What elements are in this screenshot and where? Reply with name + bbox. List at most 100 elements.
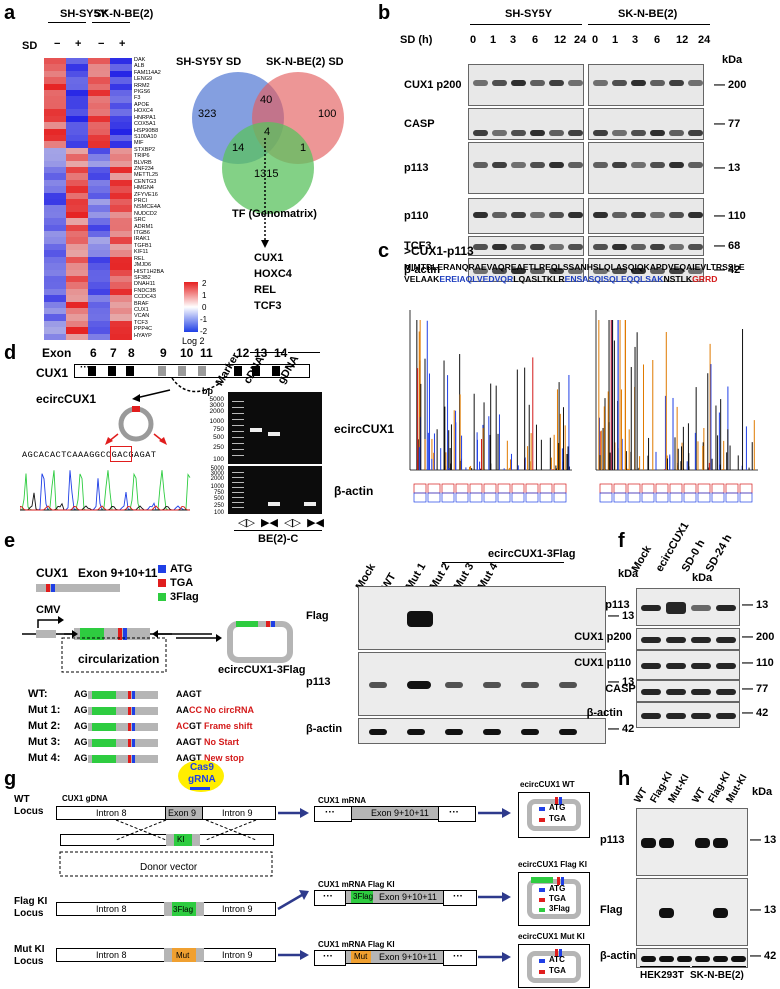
band [549, 80, 564, 86]
blot-strip [358, 652, 606, 716]
heatmap-cell [88, 327, 110, 335]
gene-name: JMJD6 [134, 262, 152, 269]
kda-label: kDa [752, 786, 773, 798]
junction-box [110, 446, 132, 462]
lane-label: SD-24 h [703, 532, 735, 574]
mw-label: — 13 [750, 904, 777, 916]
timepoint: 1 [490, 34, 497, 46]
band [666, 663, 686, 669]
row-label: β-actin [600, 950, 637, 962]
band [530, 80, 545, 86]
band [530, 268, 545, 274]
band [511, 212, 526, 218]
row-label: p110 [404, 210, 429, 222]
heatmap-cell [66, 269, 88, 277]
panel-label-a: a [4, 2, 16, 24]
gene-name: HYAYP [134, 332, 152, 339]
gene-name: NSMCE4A [134, 204, 161, 211]
variant-right: AACC [176, 705, 202, 715]
cell-line-skn: SK-N-BE(2) [94, 8, 154, 20]
cell-skn: SK-N-BE(2) [690, 970, 744, 981]
heatmap-cell [88, 282, 110, 290]
exon-block [252, 366, 260, 376]
variant-name: Mut 4: [28, 752, 61, 764]
ladder-value: 750 [213, 426, 224, 433]
band [549, 244, 564, 250]
band [641, 663, 661, 669]
band [492, 268, 507, 274]
band [650, 268, 665, 274]
sd-minus-1: − [54, 38, 61, 50]
seq-title: >CUX1-p113 [404, 244, 474, 258]
venn-count: 1 [300, 142, 307, 154]
exon-block [88, 366, 96, 376]
band [473, 130, 488, 136]
heatmap-cell [44, 122, 66, 129]
mut-box [172, 948, 196, 962]
mw-label: — 110 [714, 210, 746, 222]
heatmap-cell [110, 231, 132, 238]
heatmap-cell [88, 141, 110, 149]
dots: ··· [286, 362, 296, 373]
band [641, 605, 661, 611]
heatmap-cell [110, 147, 132, 155]
gene-name: HSP90B8 [134, 127, 159, 134]
band [473, 212, 488, 218]
heatmap-cell [66, 77, 88, 85]
heatmap-cell [88, 179, 110, 187]
gene-name: COX5A1 [134, 121, 156, 128]
heatmap-cell [66, 307, 88, 315]
group-shsy5y: SH-SY5Y [505, 8, 553, 20]
heatmap-cell [88, 307, 110, 315]
heatmap-cell [88, 314, 110, 322]
row-label: TCF3 [404, 240, 432, 252]
row-label: β-actin [586, 707, 623, 719]
tga-seg [128, 755, 131, 763]
tga: TGA [549, 894, 566, 903]
grna-label: gRNA [188, 774, 216, 785]
heatmap-cell [66, 192, 88, 200]
row-label: CUX1 p200 [404, 79, 462, 91]
gene-name: IRAK1 [134, 236, 150, 243]
band [691, 663, 711, 669]
heatmap-cell [88, 147, 110, 155]
heatmap-cell [110, 295, 132, 303]
mw-label: — 68 [714, 240, 741, 252]
band [688, 130, 703, 136]
intron9: Intron 9 [222, 904, 253, 914]
heatmap-cell [44, 173, 66, 181]
tga-swatch [158, 579, 166, 587]
exon-number: 11 [200, 346, 213, 360]
heatmap-cell [66, 134, 88, 142]
blot-strip [468, 236, 584, 256]
venn-diagram [192, 72, 344, 214]
exon-number: 9 [160, 346, 167, 360]
tga: TGA [549, 966, 566, 975]
heatmap-cell [66, 263, 88, 270]
f-lanes: Mock ecircCUX1 SD-0 h SD-24 h [630, 520, 740, 590]
lane-label: WT [690, 786, 708, 805]
band [549, 162, 564, 168]
heatmap-cell [110, 269, 132, 277]
mw-label: — 42 [742, 707, 769, 719]
band [559, 729, 577, 735]
legend-title: Log 2 [182, 336, 205, 346]
heatmap-cell [88, 96, 110, 104]
gene-track [74, 364, 310, 378]
dots: ··· [453, 891, 463, 902]
venn-count: 4 [264, 126, 271, 138]
heatmap-cell [44, 141, 66, 149]
heatmap-cell [110, 256, 132, 264]
heatmap-cell [44, 307, 66, 315]
heatmap-cell [44, 58, 66, 65]
band [593, 162, 608, 168]
heatmap-cell [88, 90, 110, 97]
band [559, 682, 577, 688]
exon9: Exon 9 [168, 808, 197, 818]
band [631, 268, 646, 274]
timepoint: 6 [532, 34, 539, 46]
heatmap-cell [66, 237, 88, 245]
band [677, 956, 692, 962]
band [666, 689, 686, 695]
band [641, 637, 661, 643]
